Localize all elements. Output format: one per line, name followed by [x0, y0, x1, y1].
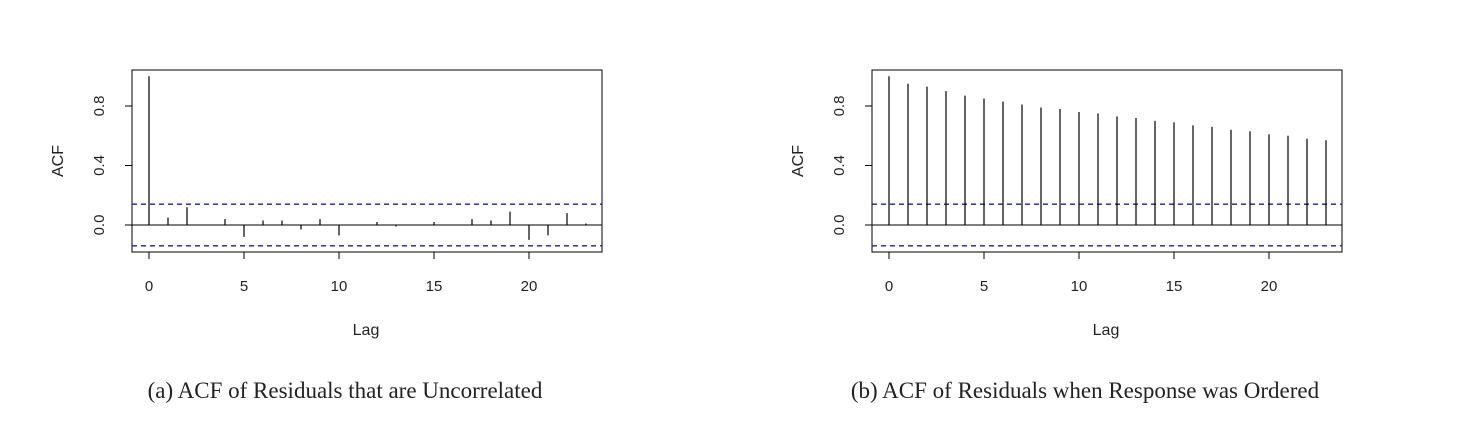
- y-tick-label: 0.8: [91, 96, 108, 117]
- x-tick-label: 10: [331, 278, 348, 295]
- x-axis: 0 5 10 15 20: [885, 252, 1278, 295]
- x-tick-label: 20: [1261, 278, 1278, 295]
- y-tick-label: 0.8: [831, 96, 848, 117]
- y-axis: 0.0 0.4 0.8: [91, 96, 132, 236]
- caption-a: (a) ACF of Residuals that are Uncorrelat…: [147, 378, 543, 403]
- x-tick-label: 10: [1071, 278, 1088, 295]
- acf-bars: [148, 76, 587, 240]
- y-axis-title: ACF: [790, 145, 807, 177]
- x-tick-label: 0: [885, 278, 893, 295]
- y-tick-label: 0.4: [831, 155, 848, 176]
- plot-frame: [131, 69, 603, 253]
- x-tick-label: 5: [980, 278, 988, 295]
- x-tick-label: 0: [145, 278, 153, 295]
- x-axis-title: Lag: [353, 322, 380, 339]
- x-tick-label: 15: [1166, 278, 1183, 295]
- acf-chart-a: 0 5 10 15 20 0.0 0.4 0.8 Lag ACF: [50, 69, 603, 339]
- y-tick-label: 0.0: [91, 215, 108, 236]
- y-tick-label: 0.0: [831, 215, 848, 236]
- plot-frame: [871, 69, 1343, 253]
- ci-lines: [872, 203, 1342, 247]
- y-axis-title: ACF: [50, 145, 67, 177]
- x-tick-label: 15: [426, 278, 443, 295]
- y-axis: 0.0 0.4 0.8: [831, 96, 872, 236]
- acf-chart-b: 0 5 10 15 20 0.0 0.4 0.8 Lag ACF: [790, 69, 1343, 339]
- y-tick-label: 0.4: [91, 155, 108, 176]
- ci-lines: [132, 203, 602, 247]
- caption-b: (b) ACF of Residuals when Response was O…: [850, 378, 1320, 403]
- x-tick-label: 20: [521, 278, 538, 295]
- acf-bars: [888, 76, 1327, 225]
- x-tick-label: 5: [240, 278, 248, 295]
- x-axis-title: Lag: [1093, 322, 1120, 339]
- x-axis: 0 5 10 15 20: [145, 252, 538, 295]
